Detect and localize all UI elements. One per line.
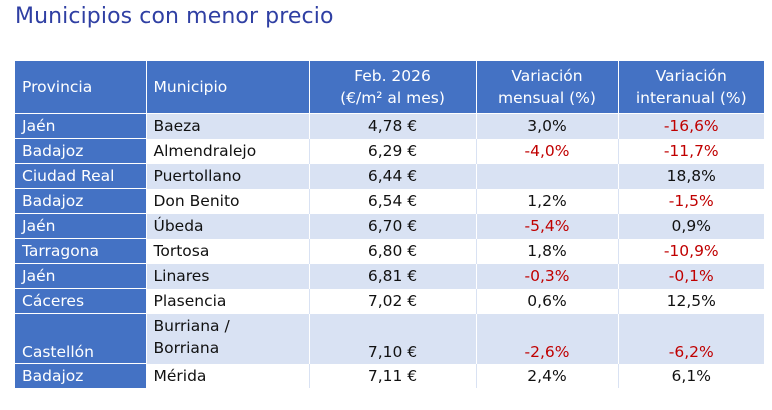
- cell-municipio: Linares: [146, 263, 310, 289]
- cell-precio: 6,80 €: [309, 238, 477, 264]
- cell-provincia: Badajoz: [15, 363, 147, 388]
- cell-municipio: Burriana / Borriana: [146, 313, 310, 364]
- header-municipio-label: Municipio: [153, 78, 228, 96]
- cell-precio: 6,44 €: [309, 163, 477, 189]
- cell-provincia: Badajoz: [15, 138, 147, 164]
- cell-provincia: Tarragona: [15, 238, 147, 264]
- cell-municipio: Úbeda: [146, 213, 310, 239]
- table-row: Badajoz Don Benito 6,54 €1,2% -1,5%: [15, 188, 764, 214]
- cell-variacion-mensual: 1,8%: [476, 238, 619, 264]
- table-row: Badajoz Mérida 7,11 €2,4% 6,1%: [15, 363, 764, 388]
- table-row: Jaén Linares 6,81 € -0,3% -0,1%: [15, 263, 764, 289]
- cell-municipio: Baeza: [146, 113, 310, 139]
- cell-precio: 6,29 €: [309, 138, 477, 164]
- cell-municipio-line1: Tortosa: [153, 242, 210, 260]
- cell-provincia: Jaén: [15, 213, 147, 239]
- header-provincia: Provincia: [15, 61, 147, 114]
- cell-variacion-mensual: 2,4%: [476, 363, 619, 388]
- header-interanual-line1: Variación: [655, 67, 727, 85]
- table-row: Jaén Baeza 4,78 €3,0% -16,6%: [15, 113, 764, 139]
- table-header-row: Provincia Municipio Feb. 2026 (€/m² al m…: [15, 61, 764, 114]
- cell-provincia: Ciudad Real: [15, 163, 147, 189]
- cell-precio: 7,11 €: [309, 363, 477, 388]
- cell-provincia: Jaén: [15, 263, 147, 289]
- cell-provincia: Cáceres: [15, 288, 147, 314]
- cell-municipio: Tortosa: [146, 238, 310, 264]
- cell-variacion-interanual: -16,6%: [618, 113, 764, 139]
- cell-variacion-interanual: -11,7%: [618, 138, 764, 164]
- cell-variacion-interanual: 6,1%: [618, 363, 764, 388]
- cell-municipio-line1: Baeza: [153, 117, 201, 135]
- header-provincia-label: Provincia: [22, 78, 93, 96]
- header-interanual-line2: interanual (%): [635, 89, 747, 107]
- cell-variacion-mensual: [476, 163, 619, 189]
- header-variacion-interanual: Variación interanual (%): [618, 61, 764, 114]
- page-title: Municipios con menor precio: [15, 4, 334, 29]
- cell-precio: 4,78 €: [309, 113, 477, 139]
- table-row: Ciudad Real Puertollano 6,44 € 18,8%: [15, 163, 764, 189]
- cell-variacion-mensual: -0,3%: [476, 263, 619, 289]
- cell-municipio-line2: Borriana: [153, 339, 220, 357]
- table-row: Tarragona Tortosa 6,80 €1,8% -10,9%: [15, 238, 764, 264]
- cell-provincia: Badajoz: [15, 188, 147, 214]
- cell-municipio-line1: Don Benito: [153, 192, 240, 210]
- cell-municipio: Almendralejo: [146, 138, 310, 164]
- cell-provincia: Castellón: [15, 313, 147, 364]
- cell-variacion-interanual: -6,2%: [618, 313, 764, 364]
- cell-precio: 7,02 €: [309, 288, 477, 314]
- cell-precio: 7,10 €: [309, 313, 477, 364]
- cell-municipio: Don Benito: [146, 188, 310, 214]
- header-mensual-line1: Variación: [511, 67, 583, 85]
- cell-municipio-line1: Plasencia: [153, 292, 227, 310]
- header-mensual-line2: mensual (%): [498, 89, 596, 107]
- cell-municipio-line1: Burriana /: [153, 317, 230, 335]
- cell-municipio-line1: Almendralejo: [153, 142, 257, 160]
- cell-variacion-mensual: -5,4%: [476, 213, 619, 239]
- header-precio-line1: Feb. 2026: [354, 67, 431, 85]
- cell-provincia: Jaén: [15, 113, 147, 139]
- cell-variacion-mensual: -2,6%: [476, 313, 619, 364]
- cell-municipio: Puertollano: [146, 163, 310, 189]
- table-body: Jaén Baeza 4,78 €3,0% -16,6% Badajoz Almendra…: [15, 113, 764, 388]
- cell-municipio: Plasencia: [146, 288, 310, 314]
- price-table: Provincia Municipio Feb. 2026 (€/m² al m…: [15, 61, 764, 388]
- cell-precio: 6,70 €: [309, 213, 477, 239]
- cell-municipio-line1: Puertollano: [153, 167, 242, 185]
- header-precio-line2: (€/m² al mes): [340, 89, 445, 107]
- cell-variacion-interanual: 18,8%: [618, 163, 764, 189]
- cell-variacion-mensual: 0,6%: [476, 288, 619, 314]
- cell-precio: 6,54 €: [309, 188, 477, 214]
- cell-variacion-interanual: 0,9%: [618, 213, 764, 239]
- header-municipio: Municipio: [146, 61, 310, 114]
- cell-variacion-mensual: 3,0%: [476, 113, 619, 139]
- cell-municipio-line1: Linares: [153, 267, 210, 285]
- table-row: Badajoz Almendralejo 6,29 € -4,0% -11,7%: [15, 138, 764, 164]
- table-row: Castellón Burriana / Borriana 7,10 € -2,6% -6…: [15, 313, 764, 364]
- cell-precio: 6,81 €: [309, 263, 477, 289]
- cell-municipio-line1: Mérida: [153, 367, 207, 385]
- table-row: Cáceres Plasencia 7,02 €0,6% 12,5%: [15, 288, 764, 314]
- header-precio: Feb. 2026 (€/m² al mes): [309, 61, 477, 114]
- cell-municipio: Mérida: [146, 363, 310, 388]
- cell-variacion-interanual: -10,9%: [618, 238, 764, 264]
- cell-variacion-interanual: 12,5%: [618, 288, 764, 314]
- cell-variacion-interanual: -0,1%: [618, 263, 764, 289]
- cell-variacion-interanual: -1,5%: [618, 188, 764, 214]
- cell-municipio-line1: Úbeda: [153, 217, 204, 235]
- cell-variacion-mensual: 1,2%: [476, 188, 619, 214]
- cell-variacion-mensual: -4,0%: [476, 138, 619, 164]
- table-row: Jaén Úbeda 6,70 € -5,4% 0,9%: [15, 213, 764, 239]
- header-variacion-mensual: Variación mensual (%): [476, 61, 619, 114]
